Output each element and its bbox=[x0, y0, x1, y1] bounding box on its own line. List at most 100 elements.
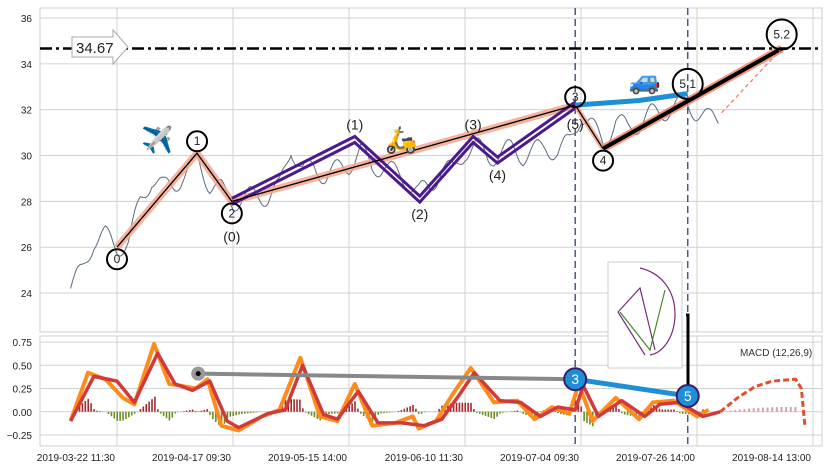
histogram-bar bbox=[456, 403, 458, 412]
histogram-bar bbox=[404, 409, 406, 412]
macd-y-tick-label: 0.75 bbox=[13, 338, 33, 349]
histogram-bar bbox=[128, 412, 130, 418]
histogram-bar bbox=[206, 409, 208, 412]
histogram-bar bbox=[99, 411, 101, 412]
histogram-bar bbox=[131, 412, 133, 416]
histogram-bar-projection bbox=[753, 408, 755, 412]
histogram-bar bbox=[85, 401, 87, 412]
histogram-bar bbox=[659, 409, 661, 412]
histogram-bar bbox=[389, 412, 391, 413]
wave-label: 5.2 bbox=[773, 27, 790, 41]
histogram-bar bbox=[186, 411, 188, 412]
x-tick-label: 2019-03-22 11:30 bbox=[37, 453, 116, 464]
airplane-icon: ✈️ bbox=[141, 124, 173, 155]
gray-point-center bbox=[196, 371, 201, 376]
histogram-bar bbox=[627, 412, 629, 415]
histogram-bar-projection bbox=[794, 407, 796, 412]
histogram-bar bbox=[470, 403, 472, 412]
y-tick-label: 26 bbox=[21, 243, 33, 254]
histogram-bar bbox=[299, 400, 301, 412]
subwave-label: (5) bbox=[567, 116, 584, 132]
histogram-bar bbox=[679, 412, 681, 413]
x-tick-label: 2019-07-26 14:00 bbox=[616, 453, 695, 464]
histogram-bar bbox=[377, 412, 379, 415]
target-label: 34.67 bbox=[76, 40, 114, 57]
histogram-bar bbox=[401, 410, 403, 412]
histogram-bar bbox=[241, 412, 243, 414]
price-panel bbox=[40, 8, 822, 332]
histogram-bar bbox=[256, 412, 258, 413]
histogram-bar bbox=[354, 401, 356, 411]
histogram-bar bbox=[116, 412, 118, 421]
histogram-bar bbox=[244, 412, 246, 414]
histogram-bar bbox=[163, 412, 165, 416]
histogram-bar bbox=[673, 410, 675, 412]
histogram-bar bbox=[467, 403, 469, 412]
wave-label: 1 bbox=[194, 134, 201, 148]
histogram-bar bbox=[488, 412, 490, 417]
histogram-bar bbox=[201, 411, 203, 412]
histogram-bar bbox=[154, 397, 156, 412]
histogram-bar bbox=[166, 412, 168, 418]
wave-marker-label: 3 bbox=[571, 371, 579, 387]
histogram-bar bbox=[122, 412, 124, 421]
histogram-bar bbox=[459, 403, 461, 412]
histogram-bar bbox=[169, 412, 171, 421]
histogram-bar bbox=[96, 411, 98, 412]
histogram-bar bbox=[583, 412, 585, 421]
x-tick-label: 2019-07-04 09:30 bbox=[500, 453, 579, 464]
histogram-bar bbox=[618, 409, 620, 412]
macd-y-tick-label: 0.00 bbox=[13, 408, 33, 419]
subwave-label: (1) bbox=[346, 116, 363, 132]
histogram-bar bbox=[337, 412, 339, 414]
histogram-bar bbox=[230, 412, 232, 417]
histogram-bar bbox=[479, 412, 481, 414]
histogram-bar bbox=[462, 403, 464, 412]
car-icon: 🚙 bbox=[629, 65, 661, 96]
histogram-bar bbox=[174, 412, 176, 414]
histogram-bar bbox=[464, 403, 466, 412]
histogram-bar bbox=[554, 411, 556, 412]
histogram-bar bbox=[203, 410, 205, 412]
histogram-bar bbox=[212, 412, 214, 419]
histogram-bar-projection bbox=[739, 410, 741, 412]
histogram-bar bbox=[253, 412, 255, 413]
histogram-bar bbox=[151, 399, 153, 412]
histogram-bar bbox=[189, 410, 191, 412]
histogram-bar-projection bbox=[771, 407, 773, 412]
histogram-bar bbox=[438, 409, 440, 412]
histogram-bar bbox=[476, 412, 478, 413]
histogram-bar bbox=[685, 412, 687, 414]
histogram-bar bbox=[328, 412, 330, 414]
y-tick-label: 36 bbox=[21, 14, 33, 25]
histogram-bar-projection bbox=[785, 407, 787, 412]
histogram-bar bbox=[665, 410, 667, 412]
histogram-bar bbox=[415, 409, 417, 412]
histogram-bar bbox=[232, 412, 234, 416]
histogram-bar bbox=[134, 412, 136, 414]
histogram-bar bbox=[496, 412, 498, 417]
histogram-bar bbox=[235, 412, 237, 415]
scooter-icon: 🛵 bbox=[385, 125, 417, 156]
histogram-bar bbox=[421, 412, 423, 414]
histogram-bar-projection bbox=[757, 408, 759, 412]
histogram-bar bbox=[662, 410, 664, 412]
histogram-bar bbox=[108, 412, 110, 414]
histogram-bar-projection bbox=[725, 411, 727, 412]
histogram-bar bbox=[148, 402, 150, 412]
histogram-bar bbox=[238, 412, 240, 415]
histogram-bar bbox=[398, 411, 400, 412]
macd-y-tick-label: −0.25 bbox=[7, 431, 33, 442]
histogram-bar bbox=[308, 412, 310, 414]
histogram-bar-projection bbox=[762, 408, 764, 412]
y-tick-label: 32 bbox=[21, 106, 33, 117]
histogram-bar-projection bbox=[729, 411, 731, 412]
histogram-bar bbox=[145, 404, 147, 412]
macd-y-tick-label: 0.50 bbox=[13, 361, 33, 372]
wave-label: 3 bbox=[572, 90, 579, 104]
histogram-bar bbox=[624, 412, 626, 415]
histogram-bar bbox=[517, 410, 519, 411]
histogram-bar bbox=[424, 412, 426, 413]
histogram-bar bbox=[522, 412, 524, 414]
